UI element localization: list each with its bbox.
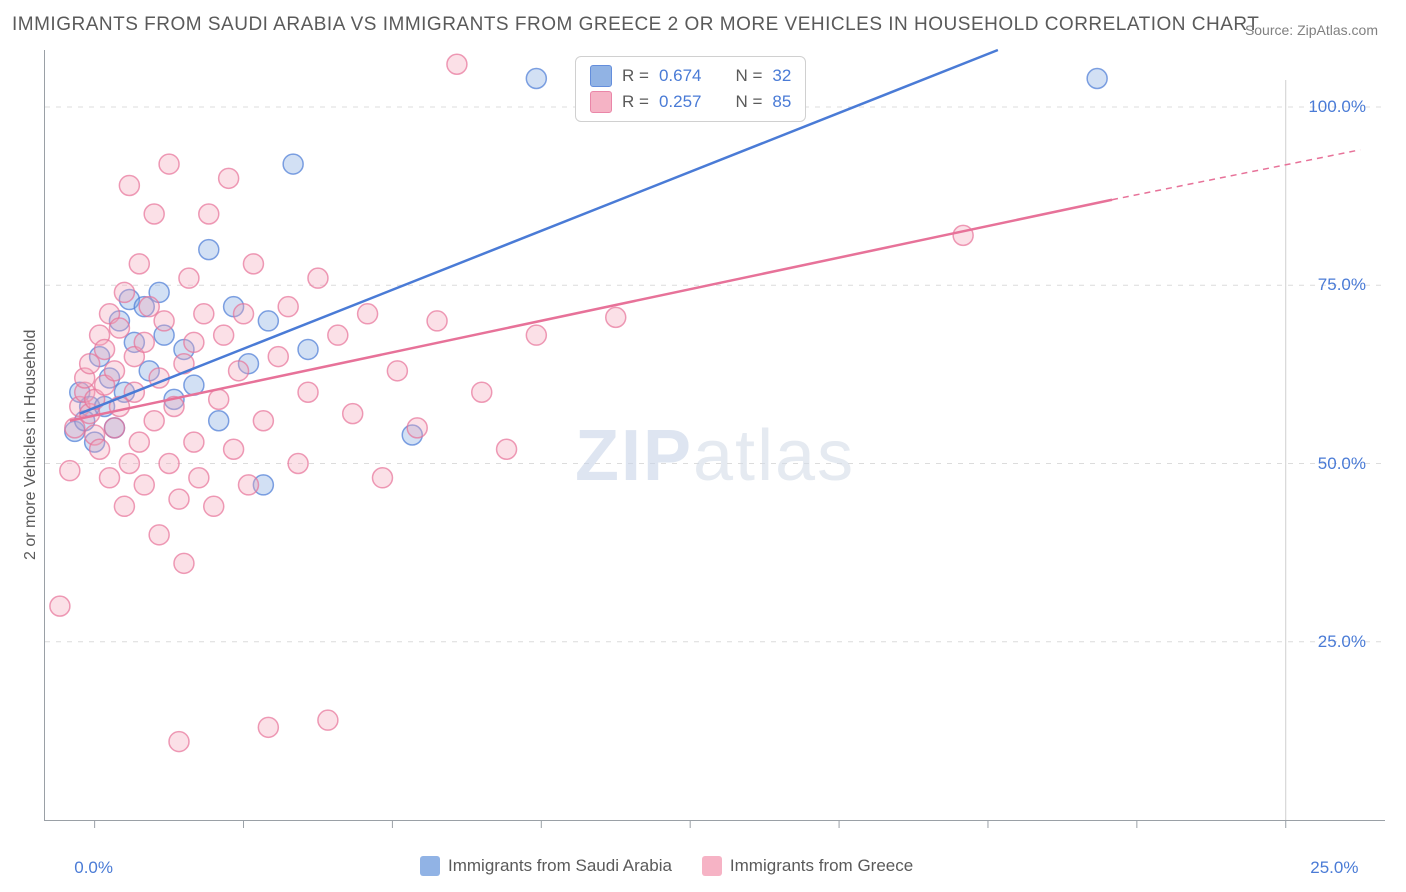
y-tick-label: 50.0% bbox=[1318, 454, 1366, 474]
stat-box: R = 0.674 N = 32 R = 0.257 N = 85 bbox=[575, 56, 806, 122]
stat-n-val-2: 85 bbox=[772, 89, 791, 115]
legend-item-saudi: Immigrants from Saudi Arabia bbox=[420, 856, 672, 876]
legend-item-greece: Immigrants from Greece bbox=[702, 856, 913, 876]
legend-swatch-saudi bbox=[420, 856, 440, 876]
legend-label-saudi: Immigrants from Saudi Arabia bbox=[448, 856, 672, 876]
stat-n-val-1: 32 bbox=[772, 63, 791, 89]
x-tick-label: 25.0% bbox=[1310, 858, 1358, 878]
stat-r-label-2: R = bbox=[622, 89, 649, 115]
watermark-thin: atlas bbox=[693, 416, 855, 496]
y-tick-label: 25.0% bbox=[1318, 632, 1366, 652]
stat-swatch-greece bbox=[590, 91, 612, 113]
watermark: ZIPatlas bbox=[575, 415, 855, 497]
stat-r-val-1: 0.674 bbox=[659, 63, 702, 89]
stat-swatch-saudi bbox=[590, 65, 612, 87]
stat-row-greece: R = 0.257 N = 85 bbox=[590, 89, 791, 115]
legend-label-greece: Immigrants from Greece bbox=[730, 856, 913, 876]
legend-swatch-greece bbox=[702, 856, 722, 876]
chart-title: IMMIGRANTS FROM SAUDI ARABIA VS IMMIGRAN… bbox=[12, 14, 1259, 36]
watermark-bold: ZIP bbox=[575, 416, 693, 496]
y-axis-title: 2 or more Vehicles in Household bbox=[22, 330, 40, 560]
y-tick-label: 75.0% bbox=[1318, 275, 1366, 295]
source-label: Source: ZipAtlas.com bbox=[1245, 22, 1378, 38]
stat-row-saudi: R = 0.674 N = 32 bbox=[590, 63, 791, 89]
x-tick-label: 0.0% bbox=[74, 858, 113, 878]
bottom-legend: Immigrants from Saudi Arabia Immigrants … bbox=[420, 856, 913, 876]
stat-r-label-1: R = bbox=[622, 63, 649, 89]
y-tick-label: 100.0% bbox=[1308, 97, 1366, 117]
stat-n-label-1: N = bbox=[735, 63, 762, 89]
plot-area: ZIPatlas R = 0.674 N = 32 R = 0.257 N = … bbox=[44, 50, 1385, 821]
stat-n-label-2: N = bbox=[735, 89, 762, 115]
stat-r-val-2: 0.257 bbox=[659, 89, 702, 115]
